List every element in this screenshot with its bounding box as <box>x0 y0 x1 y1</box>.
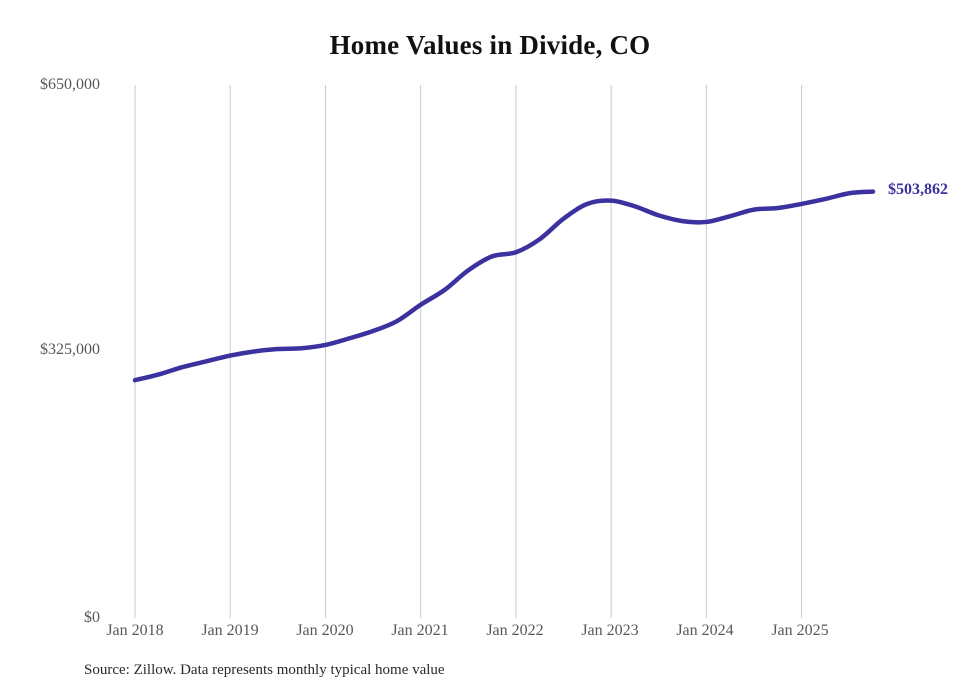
y-tick-label-325000: $325,000 <box>40 341 100 358</box>
y-tick-label-650000: $650,000 <box>40 76 100 93</box>
x-tick-label-jan-2022: Jan 2022 <box>486 622 544 639</box>
series-line-typical-home-value <box>132 189 876 383</box>
y-tick-label-0: $0 <box>84 609 100 626</box>
x-tick-label-jan-2019: Jan 2019 <box>201 622 259 639</box>
gridlines <box>134 85 803 618</box>
chart-title: Home Values in Divide, CO <box>329 30 651 60</box>
x-tick-label-jan-2020: Jan 2020 <box>296 622 354 639</box>
end-value-label: $503,862 <box>888 180 948 198</box>
x-tick-label-jan-2024: Jan 2024 <box>676 622 734 639</box>
x-tick-label-jan-2018: Jan 2018 <box>106 622 164 639</box>
x-tick-label-jan-2025: Jan 2025 <box>771 622 829 639</box>
x-tick-label-jan-2021: Jan 2021 <box>391 622 449 639</box>
source-note: Source: Zillow. Data represents monthly … <box>84 662 445 678</box>
x-tick-label-jan-2023: Jan 2023 <box>581 622 639 639</box>
